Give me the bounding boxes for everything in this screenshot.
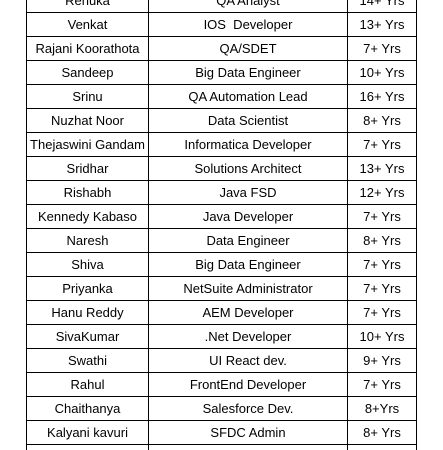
name-cell: Rahul xyxy=(26,372,149,397)
experience-cell: 9+ Yrs xyxy=(347,348,417,373)
name-cell: Naresh xyxy=(26,228,149,253)
role-cell: NetSuite Administrator xyxy=(148,276,348,301)
experience-cell: 10+ Yrs xyxy=(347,60,417,85)
name-cell: Hanu Reddy xyxy=(26,300,149,325)
experience-cell: 7+ Yrs xyxy=(347,36,417,61)
name-cell: Sandeep xyxy=(26,60,149,85)
role-cell: Solutions Architect xyxy=(148,156,348,181)
experience-cell: 8+ Yrs xyxy=(347,228,417,253)
role-cell: UI React dev. xyxy=(148,348,348,373)
name-cell: Kalyani kavuri xyxy=(26,420,149,445)
role-cell: Salesforce Dev. xyxy=(148,396,348,421)
empty-cell xyxy=(26,444,149,450)
experience-cell: 8+ Yrs xyxy=(347,420,417,445)
name-cell: Chaithanya xyxy=(26,396,149,421)
experience-cell: 8+Yrs xyxy=(347,396,417,421)
experience-cell: 7+ Yrs xyxy=(347,132,417,157)
role-cell: Java Developer xyxy=(148,204,348,229)
name-cell: Venkat xyxy=(26,12,149,37)
role-cell: FrontEnd Developer xyxy=(148,372,348,397)
experience-cell: 7+ Yrs xyxy=(347,300,417,325)
role-cell: AEM Developer xyxy=(148,300,348,325)
role-cell: QA Automation Lead xyxy=(148,84,348,109)
name-cell: SivaKumar xyxy=(26,324,149,349)
role-cell: Informatica Developer xyxy=(148,132,348,157)
name-cell: Shiva xyxy=(26,252,149,277)
empty-cell xyxy=(148,444,348,450)
name-cell: Sridhar xyxy=(26,156,149,181)
role-cell: Data Engineer xyxy=(148,228,348,253)
name-cell: Rajani Koorathota xyxy=(26,36,149,61)
role-cell: IOS Developer xyxy=(148,12,348,37)
empty-cell xyxy=(347,444,417,450)
role-cell: Java FSD xyxy=(148,180,348,205)
role-cell: .Net Developer xyxy=(148,324,348,349)
role-cell: Data Scientist xyxy=(148,108,348,133)
experience-cell: 8+ Yrs xyxy=(347,108,417,133)
experience-cell: 12+ Yrs xyxy=(347,180,417,205)
experience-cell: 7+ Yrs xyxy=(347,252,417,277)
role-cell: Big Data Engineer xyxy=(148,252,348,277)
role-cell: Big Data Engineer xyxy=(148,60,348,85)
role-cell: SFDC Admin xyxy=(148,420,348,445)
experience-cell: 7+ Yrs xyxy=(347,372,417,397)
experience-cell: 7+ Yrs xyxy=(347,204,417,229)
name-cell: Priyanka xyxy=(26,276,149,301)
name-cell: Thejaswini Gandam xyxy=(26,132,149,157)
name-cell: Nuzhat Noor xyxy=(26,108,149,133)
experience-cell: 13+ Yrs xyxy=(347,156,417,181)
experience-cell: 10+ Yrs xyxy=(347,324,417,349)
name-cell: Rishabh xyxy=(26,180,149,205)
role-cell: QA/SDET xyxy=(148,36,348,61)
experience-cell: 7+ Yrs xyxy=(347,276,417,301)
experience-cell: 16+ Yrs xyxy=(347,84,417,109)
name-cell: Srinu xyxy=(26,84,149,109)
experience-cell: 13+ Yrs xyxy=(347,12,417,37)
name-cell: Kennedy Kabaso xyxy=(26,204,149,229)
name-cell: Swathi xyxy=(26,348,149,373)
